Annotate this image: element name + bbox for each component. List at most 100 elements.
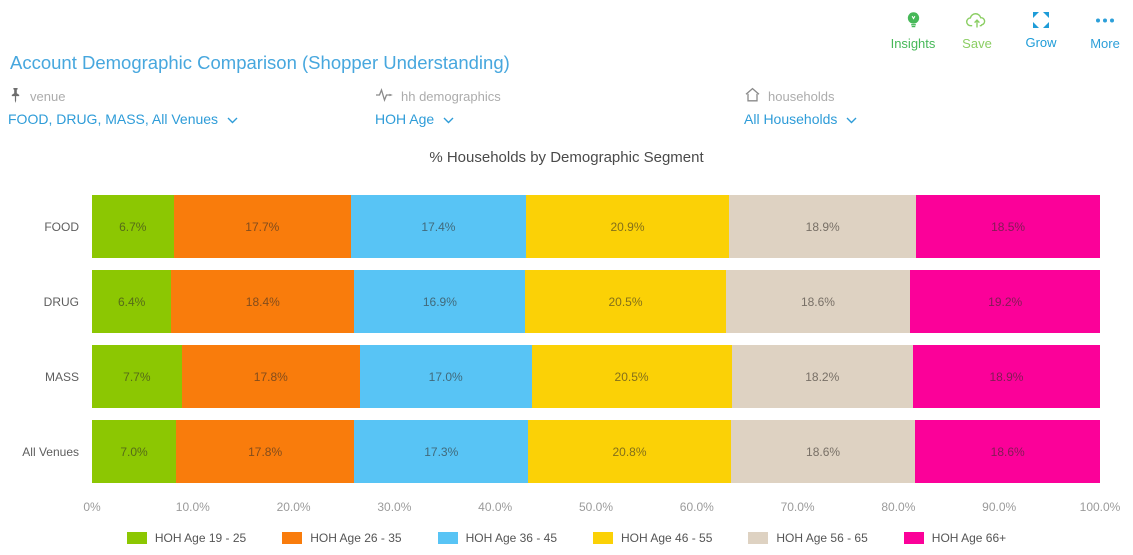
axis-tick-label: 90.0% — [982, 500, 1017, 514]
bar-segment: 20.9% — [525, 195, 730, 258]
bar-row: MASS 7.7% 17.8% 17.0% 20.5% 18.2% 18.9% — [45, 345, 1100, 408]
legend: HOH Age 19 - 25 HOH Age 26 - 35 HOH Age 36… — [0, 531, 1133, 545]
x-axis: 0% 10.0% 20.0% 30.0% 40.0% 50.0% 60.0% 70.0% 80.… — [83, 500, 1120, 516]
more-icon — [1094, 10, 1116, 31]
bar-segment: 18.6% — [725, 270, 911, 333]
axis-tick-label: 50.0% — [578, 500, 614, 514]
filter-value-text: All Households — [744, 111, 838, 127]
bar-segment-value: 7.0% — [120, 444, 148, 459]
bar-segment-value: 17.3% — [424, 444, 459, 459]
save-button[interactable]: Save — [953, 10, 1001, 51]
row-label: FOOD — [44, 219, 79, 234]
bar-segment: 17.3% — [354, 420, 529, 483]
bar-segment-value: 20.8% — [612, 444, 647, 459]
axis-tick-label: 40.0% — [478, 500, 513, 514]
filter-venue-dropdown[interactable]: FOOD, DRUG, MASS, All Venues — [8, 111, 238, 127]
bar-segment: 18.9% — [729, 195, 917, 258]
legend-item: HOH Age 66+ — [903, 531, 1007, 545]
bar-row: DRUG 6.4% 18.4% 16.9% 20.5% 18.6% 19.2% — [44, 270, 1100, 333]
bar-segment-value: 6.7% — [119, 219, 147, 234]
legend-item: HOH Age 36 - 45 — [437, 531, 557, 545]
chevron-down-icon[interactable] — [227, 111, 238, 127]
bar-segment-value: 18.6% — [806, 444, 841, 459]
legend-label: HOH Age 36 - 45 — [465, 531, 557, 545]
filter-households-dropdown[interactable]: All Households — [744, 111, 857, 127]
axis-tick-label: 100.0% — [1079, 500, 1121, 514]
grow-button[interactable]: Grow — [1017, 10, 1065, 51]
bar-segment: 16.9% — [354, 270, 526, 333]
bar-segment-value: 18.6% — [990, 444, 1025, 459]
expand-icon — [1031, 10, 1051, 30]
bar-segment-value: 18.2% — [805, 369, 840, 384]
filter-hh-demographics-dropdown[interactable]: HOH Age — [375, 111, 501, 127]
axis-tick-label: 10.0% — [175, 500, 210, 514]
axis-tick-label: 80.0% — [881, 500, 916, 514]
bar-row: All Venues 7.0% 17.8% 17.3% 20.8% 18.6% 18.6% — [22, 420, 1100, 483]
pin-icon — [8, 87, 23, 107]
legend-swatch — [437, 532, 458, 544]
bar-segment-value: 6.4% — [117, 294, 146, 309]
legend-label: HOH Age 46 - 55 — [621, 531, 713, 545]
legend-item: HOH Age 56 - 65 — [748, 531, 868, 545]
insights-button[interactable]: Insights — [889, 10, 937, 51]
toolbar-label: Insights — [890, 36, 936, 51]
bar-segment: 6.7% — [92, 195, 174, 258]
filter-households: households All Households — [744, 87, 857, 127]
axis-tick-label: 20.0% — [276, 500, 311, 514]
bar-segment: 18.2% — [731, 345, 913, 408]
bar-segment: 18.9% — [912, 345, 1100, 408]
legend-swatch — [126, 532, 147, 544]
home-icon — [744, 87, 761, 106]
bar-segment: 20.5% — [531, 345, 732, 408]
bar-segment-value: 20.9% — [610, 219, 645, 234]
bar-rows: FOOD 6.7% 17.7% 17.4% 20.9% 18.9% 18.5% DRUG 6.4… — [22, 195, 1101, 495]
chart-title: % Households by Demographic Segment — [429, 149, 704, 166]
filter-label: hh demographics — [401, 89, 501, 104]
chevron-down-icon[interactable] — [846, 111, 857, 127]
bar-segment: 18.6% — [730, 420, 916, 483]
bar-segment-value: 18.9% — [805, 219, 840, 234]
legend-swatch — [903, 532, 924, 544]
bar-segment-value: 18.9% — [989, 369, 1024, 384]
legend-swatch — [282, 532, 303, 544]
toolbar-label: Save — [962, 36, 992, 51]
chevron-down-icon[interactable] — [443, 111, 454, 127]
filter-label: venue — [30, 89, 66, 104]
bar-segment-value: 18.4% — [245, 294, 280, 309]
legend-item: HOH Age 26 - 35 — [282, 531, 402, 545]
filter-hh-demographics-header: hh demographics — [375, 88, 501, 105]
bar-segment: 17.8% — [176, 420, 355, 483]
axis-tick-label: 60.0% — [679, 500, 714, 514]
bar-segment-value: 17.4% — [421, 219, 456, 234]
row-label: All Venues — [22, 444, 79, 459]
bar-segment-value: 20.5% — [608, 294, 643, 309]
filter-venue-header: venue — [8, 87, 238, 107]
bar-segment: 17.7% — [173, 195, 351, 258]
legend-label: HOH Age 66+ — [931, 531, 1007, 545]
filter-hh-demographics: hh demographics HOH Age — [375, 88, 501, 127]
bar-row: FOOD 6.7% 17.7% 17.4% 20.9% 18.9% 18.5% — [44, 195, 1101, 258]
bar-segment-value: 16.9% — [422, 294, 457, 309]
legend-label: HOH Age 26 - 35 — [310, 531, 402, 545]
more-button[interactable]: More — [1081, 10, 1129, 51]
filter-label: households — [768, 89, 835, 104]
legend-item: HOH Age 46 - 55 — [593, 531, 712, 545]
bar-segment-value: 18.6% — [800, 294, 835, 309]
bar-segment-value: 17.0% — [428, 369, 463, 384]
bar-segment-value: 7.7% — [123, 369, 151, 384]
bar-segment-value: 17.8% — [248, 444, 283, 459]
axis-tick-label: 70.0% — [780, 500, 815, 514]
legend-swatch — [593, 532, 613, 544]
toolbar-label: Grow — [1025, 35, 1057, 50]
bar-segment: 6.4% — [92, 270, 172, 333]
filter-venue: venue FOOD, DRUG, MASS, All Venues — [8, 87, 238, 127]
bar-segment: 18.5% — [916, 195, 1101, 258]
bar-segment: 17.8% — [181, 345, 360, 408]
lightbulb-icon — [903, 10, 924, 31]
bar-segment: 17.0% — [359, 345, 532, 408]
toolbar: Insights Save Grow More — [889, 10, 1129, 51]
bar-segment: 18.6% — [915, 420, 1100, 483]
legend-label: HOH Age 56 - 65 — [776, 531, 868, 545]
legend-swatch — [748, 532, 769, 544]
bar-segment-value: 20.5% — [614, 369, 649, 384]
